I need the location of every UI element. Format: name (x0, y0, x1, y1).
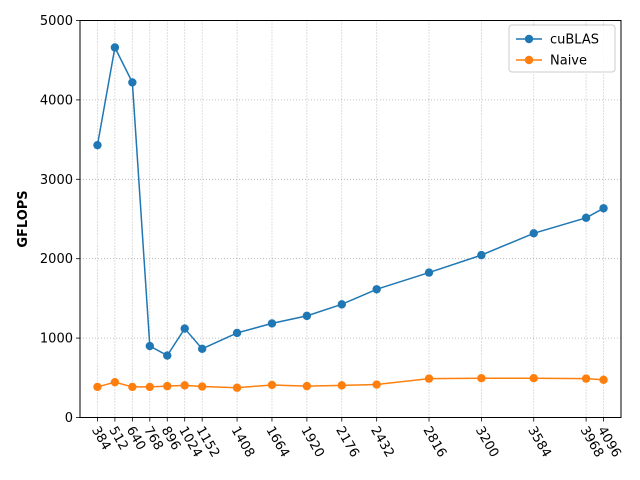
x-tick-label: 1920 (297, 424, 327, 460)
data-point-naive (372, 380, 381, 389)
y-tick-label: 0 (65, 411, 73, 426)
x-tick-label: 1408 (228, 424, 258, 460)
data-point-cublas (529, 229, 538, 238)
data-point-cublas (424, 268, 434, 277)
x-tick-label: 3200 (472, 424, 502, 460)
x-tick-label: 2176 (332, 424, 362, 460)
x-tick-label: 3584 (524, 424, 554, 460)
data-point-cublas (337, 300, 346, 309)
series-line-cublas (96, 45, 604, 357)
data-point-naive (267, 380, 277, 390)
data-point-cublas (93, 140, 102, 150)
data-point-naive (93, 382, 102, 392)
grid (80, 20, 621, 418)
data-point-cublas (128, 78, 137, 87)
legend-marker (524, 55, 534, 65)
y-tick-label: 1000 (40, 332, 73, 347)
data-point-naive (337, 381, 346, 390)
data-point-cublas (145, 341, 155, 351)
data-point-cublas (163, 351, 172, 360)
y-axis-label: GFLOPS (16, 190, 31, 247)
data-point-naive (424, 374, 434, 383)
x-tick-label: 2432 (367, 424, 397, 460)
data-point-naive (581, 374, 591, 383)
x-tick-label: 1664 (263, 424, 293, 460)
data-point-cublas (232, 328, 242, 338)
legend-label: Naive (550, 54, 587, 69)
plot-area-frame (79, 20, 622, 418)
data-point-cublas (302, 311, 312, 321)
data-point-naive (145, 382, 155, 392)
data-point-cublas (599, 204, 608, 213)
data-point-cublas (180, 324, 189, 333)
data-point-cublas (197, 344, 207, 354)
data-point-naive (599, 375, 608, 384)
data-point-cublas (267, 319, 277, 328)
data-point-cublas (110, 43, 120, 52)
data-point-naive (197, 382, 207, 391)
data-point-cublas (372, 285, 381, 294)
y-tick-label: 2000 (40, 252, 73, 267)
series-line-naive (97, 377, 604, 389)
plot-series (93, 43, 608, 392)
legend-label: cuBLAS (550, 33, 599, 48)
data-point-naive (180, 381, 189, 390)
x-tick-label: 2816 (420, 424, 450, 460)
data-point-naive (128, 382, 137, 392)
y-tick-label: 3000 (40, 173, 73, 188)
data-point-naive (163, 381, 172, 391)
data-point-naive (302, 381, 312, 391)
data-point-naive (110, 377, 120, 387)
y-tick-label: 4000 (40, 93, 73, 108)
data-point-naive (232, 383, 242, 392)
legend: cuBLAS Naive (508, 24, 616, 73)
y-tick-label: 5000 (40, 14, 73, 29)
data-point-naive (477, 373, 486, 383)
data-point-cublas (477, 250, 486, 260)
data-point-cublas (581, 213, 591, 223)
data-point-naive (529, 373, 538, 383)
legend-marker (524, 34, 534, 44)
